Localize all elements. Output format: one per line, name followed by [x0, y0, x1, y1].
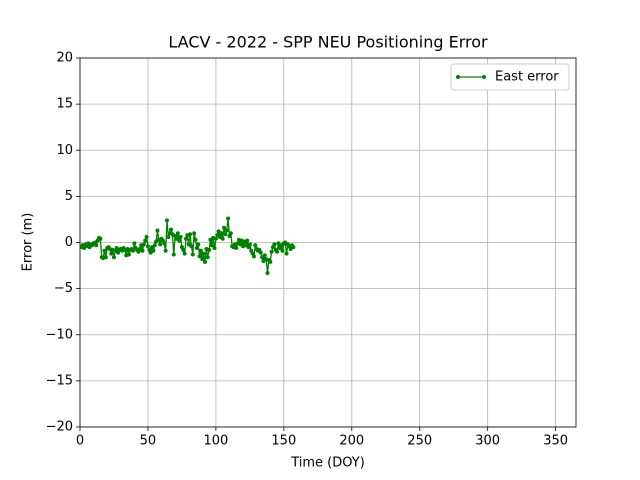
data-point — [194, 246, 199, 251]
data-point — [207, 247, 212, 252]
data-point — [280, 248, 285, 253]
data-point — [152, 243, 157, 248]
data-point — [144, 234, 149, 239]
y-axis-label: Error (m) — [21, 213, 36, 272]
data-point — [175, 231, 180, 236]
data-point — [178, 234, 183, 239]
x-tick-label: 100 — [203, 434, 228, 449]
x-tick-label: 350 — [543, 434, 568, 449]
data-point — [234, 246, 239, 251]
data-point — [158, 242, 163, 247]
y-tick-label: 0 — [65, 235, 73, 250]
data-point — [188, 232, 193, 237]
data-point — [200, 257, 205, 262]
data-point — [205, 255, 210, 260]
data-point — [247, 242, 252, 247]
legend-marker — [456, 75, 460, 79]
data-point — [145, 244, 150, 249]
data-point — [226, 216, 231, 221]
x-tick-label: 200 — [339, 434, 364, 449]
data-point — [181, 247, 186, 252]
x-tick-label: 250 — [407, 434, 432, 449]
data-point — [192, 231, 197, 236]
y-tick-label: −5 — [54, 281, 73, 296]
legend-label: East error — [495, 70, 559, 85]
data-point — [203, 259, 208, 264]
data-point — [272, 242, 277, 247]
data-point — [151, 248, 156, 253]
data-point — [169, 227, 174, 232]
data-point — [182, 251, 187, 256]
legend-box — [450, 63, 570, 91]
data-point — [213, 236, 218, 241]
data-point — [198, 248, 203, 253]
x-axis-label: Time (DOY) — [290, 456, 365, 471]
data-point — [126, 252, 131, 257]
legend-marker — [482, 75, 486, 79]
data-point — [220, 236, 225, 241]
data-point — [197, 254, 202, 259]
data-point — [98, 236, 103, 241]
plot-frame — [79, 57, 577, 428]
data-point — [275, 249, 280, 254]
data-point — [212, 246, 217, 251]
data-point — [143, 238, 148, 243]
data-point — [193, 237, 198, 242]
data-point — [245, 238, 250, 243]
data-point — [189, 244, 194, 249]
x-tick-label: 0 — [76, 434, 84, 449]
y-tick-label: −15 — [46, 373, 73, 388]
y-tick-label: 15 — [56, 97, 73, 112]
data-point — [183, 236, 188, 241]
data-point — [268, 259, 273, 264]
data-point — [177, 238, 182, 243]
data-point — [209, 243, 214, 248]
data-point — [140, 248, 145, 253]
data-point — [171, 252, 176, 257]
data-point — [196, 242, 201, 247]
data-point — [164, 218, 169, 223]
data-point — [155, 228, 160, 233]
data-point — [109, 251, 114, 256]
data-point — [224, 228, 229, 233]
data-point — [130, 248, 135, 253]
data-point — [111, 255, 116, 260]
x-tick-label: 300 — [475, 434, 500, 449]
y-tick-label: −10 — [46, 327, 73, 342]
y-tick-label: 5 — [65, 189, 73, 204]
data-point — [163, 248, 168, 253]
data-point — [265, 270, 270, 275]
data-point — [132, 241, 137, 246]
y-tick-label: −20 — [46, 420, 73, 435]
data-point — [201, 251, 206, 256]
x-tick-label: 50 — [140, 434, 157, 449]
data-point — [251, 254, 256, 259]
chart-title: LACV - 2022 - SPP NEU Positioning Error — [168, 33, 488, 52]
data-point — [102, 248, 107, 253]
data-point — [222, 225, 227, 230]
data-point — [141, 242, 146, 247]
data-point — [162, 241, 167, 246]
data-point — [291, 245, 296, 250]
y-tick-label: 20 — [56, 51, 73, 66]
y-tick-label: 10 — [56, 143, 73, 158]
data-point — [284, 251, 289, 256]
data-point — [269, 249, 274, 254]
data-point — [258, 250, 263, 255]
data-point — [94, 243, 99, 248]
data-point — [166, 234, 171, 239]
data-point — [219, 231, 224, 236]
data-point — [228, 231, 233, 236]
data-point — [223, 232, 228, 237]
x-tick-label: 150 — [271, 434, 296, 449]
data-point — [103, 255, 108, 260]
data-point — [253, 243, 258, 248]
data-point — [190, 252, 195, 257]
data-point — [262, 253, 267, 258]
